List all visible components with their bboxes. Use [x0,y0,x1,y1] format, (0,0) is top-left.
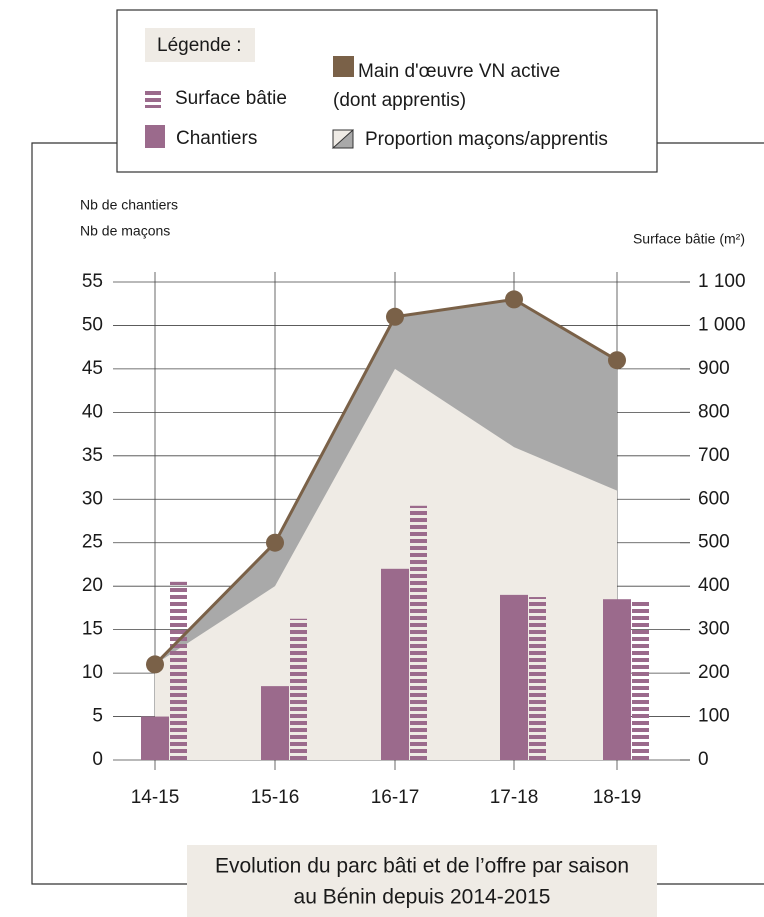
y-tick-label: 0 [92,749,103,770]
line-marker [505,290,523,309]
y-tick-label: 50 [82,314,103,335]
frame [31,142,187,885]
y2-tick-label: 300 [698,619,730,640]
bar [290,618,307,760]
bar [170,581,187,760]
legend-label: Surface bâtie [175,88,287,109]
bar [141,716,169,760]
bar [529,597,546,760]
y-tick-label: 55 [82,271,103,292]
bar [632,599,649,760]
y2-tick-label: 1 000 [698,314,746,335]
chart-title: Evolution du parc bâti et de l’offre par… [215,855,629,878]
y2-tick-label: 700 [698,445,730,466]
y-tick-label: 45 [82,358,103,379]
legend-title-bg [145,28,255,62]
y2-tick-label: 900 [698,358,730,379]
chart-title: au Bénin depuis 2014-2015 [294,886,551,909]
x-tick-label: 18-19 [593,787,642,808]
line-marker [266,533,284,552]
y-tick-label: 5 [92,706,103,727]
y-axis-label: Nb de maçons [80,223,170,239]
y-tick-label: 25 [82,532,103,553]
x-tick-label: 16-17 [371,787,420,808]
line-marker [146,655,164,674]
line-marker [608,351,626,370]
y-tick-label: 35 [82,445,103,466]
y-tick-label: 15 [82,619,103,640]
bar [603,599,631,760]
y2-tick-label: 1 100 [698,271,746,292]
line-marker [386,307,404,326]
y2-tick-label: 800 [698,401,730,422]
x-tick-label: 14-15 [131,787,180,808]
y2-tick-label: 400 [698,575,730,596]
y-tick-label: 40 [82,401,103,422]
legend-swatch [333,56,354,77]
y2-tick-label: 600 [698,488,730,509]
legend-label: Proportion maçons/apprentis [365,129,608,150]
title-bg [187,845,657,917]
y2-tick-label: 200 [698,662,730,683]
legend-swatch [145,88,161,108]
bar [261,686,289,760]
y-tick-label: 20 [82,575,103,596]
legend-swatch [331,128,354,149]
plot: 0 5 10 15 20 25 30 35 40 45 50 55 0 100 200 300 400 500 60… [82,271,746,808]
legend-swatch [145,125,165,148]
bar [381,568,409,760]
x-tick-label: 17-18 [490,787,539,808]
y-tick-label: 30 [82,488,103,509]
y2-tick-label: 500 [698,532,730,553]
y2-axis-label: Surface bâtie (m²) [633,231,745,247]
legend-label: Main d'œuvre VN active [358,61,560,82]
x-tick-label: 15-16 [251,787,300,808]
legend-label: (dont apprentis) [333,90,466,111]
legend-label: Chantiers [176,128,257,149]
legend-title: Légende : [157,35,242,56]
y2-tick-label: 100 [698,706,730,727]
bar [500,594,528,760]
y2-tick-label: 0 [698,749,709,770]
bar [410,505,427,760]
y-axis-label: Nb de chantiers [80,197,178,213]
y-tick-label: 10 [82,662,103,683]
